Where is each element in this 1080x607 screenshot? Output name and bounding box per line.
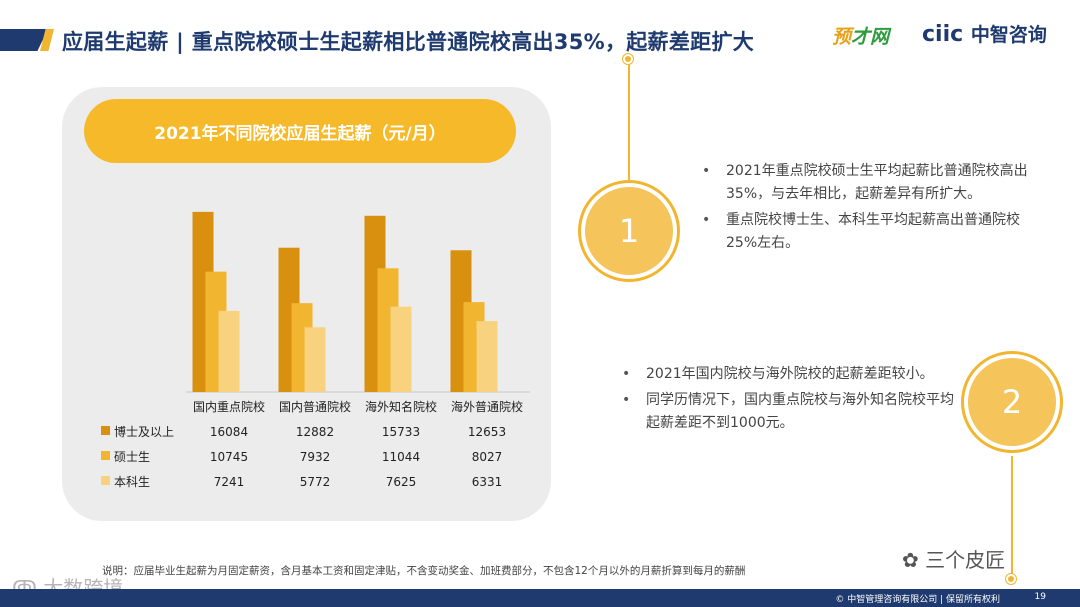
legend-swatch-1 [101, 426, 110, 435]
point-1-bullet: 2021年重点院校硕士生平均起薪比普通院校高出35%，与去年相比，起薪差异有所扩… [700, 160, 1030, 206]
point-2-list: 2021年国内院校与海外院校的起薪差距较小。 同学历情况下，国内重点院校与海外知… [620, 363, 955, 438]
chart-title: 2021年不同院校应届生起薪（元/月） [84, 99, 516, 163]
bar-3-2 [304, 327, 326, 392]
category-label: 国内普通院校 [279, 399, 351, 414]
data-label: 5772 [300, 475, 331, 489]
data-label: 15733 [382, 425, 420, 439]
point-1-badge: 1 [581, 183, 677, 279]
connector-line-1 [628, 62, 630, 182]
data-label: 12653 [468, 425, 506, 439]
legend-label: 本科生 [114, 475, 150, 489]
bar-3-4 [476, 321, 498, 392]
bar-3-1 [218, 310, 240, 392]
connector-line-2 [1011, 456, 1013, 576]
point-1-list: 2021年重点院校硕士生平均起薪比普通院校高出35%，与去年相比，起薪差异有所扩… [700, 160, 1030, 258]
wechat-source-label: ✿ 三个皮匠 [902, 548, 1006, 572]
data-label: 6331 [472, 475, 503, 489]
page-number: 19 [1034, 592, 1046, 602]
data-label: 7241 [214, 475, 245, 489]
footnote: 说明：应届毕业生起薪为月固定薪资，含月基本工资和固定津贴，不含变动奖金、加班费部… [102, 565, 746, 577]
data-label: 7625 [386, 475, 417, 489]
footer-copyright: © 中智管理咨询有限公司 | 保留所有权利 [835, 595, 1000, 605]
point-2-badge: 2 [964, 354, 1060, 450]
legend-swatch-3 [101, 476, 110, 485]
data-label: 10745 [210, 450, 248, 464]
point-2-bullet: 2021年国内院校与海外院校的起薪差距较小。 [620, 363, 955, 386]
page-title: 应届生起薪 | 重点院校硕士生起薪相比普通院校高出35%，起薪差距扩大 [62, 30, 755, 54]
header-stripe [0, 29, 48, 51]
connector-dot-1 [623, 54, 633, 64]
ciic-logo: ciic 中智咨询 [922, 22, 1047, 47]
data-label: 12882 [296, 425, 334, 439]
job-site-logo: 预才网 [832, 26, 890, 48]
data-label: 7932 [300, 450, 331, 464]
connector-dot-2 [1006, 574, 1016, 584]
data-label: 16084 [210, 425, 248, 439]
legend-swatch-2 [101, 451, 110, 460]
category-label: 国内重点院校 [193, 399, 265, 414]
legend-label: 硕士生 [114, 450, 150, 464]
footer-bar [0, 589, 1080, 607]
legend-label: 博士及以上 [114, 424, 174, 439]
category-label: 海外普通院校 [451, 399, 523, 414]
category-label: 海外知名院校 [365, 399, 437, 414]
point-1-bullet: 重点院校博士生、本科生平均起薪高出普通院校25%左右。 [700, 209, 1030, 255]
point-2-bullet: 同学历情况下，国内重点院校与海外知名院校平均起薪差距不到1000元。 [620, 389, 955, 435]
bar-3-3 [390, 306, 412, 392]
data-label: 11044 [382, 450, 420, 464]
data-label: 8027 [472, 450, 503, 464]
